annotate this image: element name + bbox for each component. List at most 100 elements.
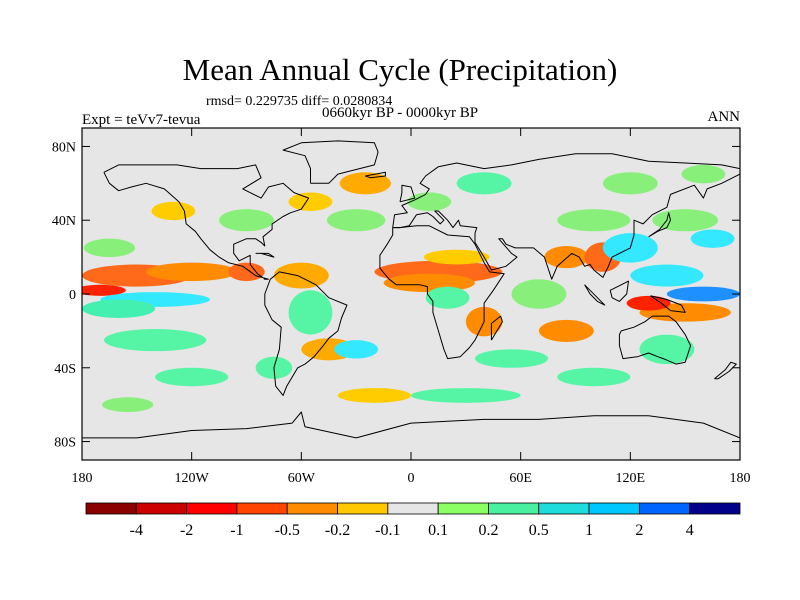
anomaly-region <box>423 249 490 265</box>
period-subtitle: 0660kyr BP - 0000kyr BP <box>322 105 479 121</box>
colorbar-label: -2 <box>180 522 193 539</box>
anomaly-region <box>538 319 594 342</box>
colorbar-swatch <box>588 502 640 515</box>
colorbar-label: 2 <box>635 522 643 539</box>
anomaly-region <box>557 367 631 387</box>
lat-tick-label: 40N <box>52 214 76 229</box>
anomaly-region <box>102 397 154 413</box>
lat-tick-label: 80S <box>54 436 76 451</box>
anomaly-region <box>228 262 265 282</box>
lon-tick-label: 120W <box>175 471 210 486</box>
anomaly-region <box>219 209 274 232</box>
anomaly-region <box>288 290 333 335</box>
colorbar-swatch <box>538 502 590 515</box>
colorbar-swatch <box>387 502 439 515</box>
anomaly-region <box>337 388 412 403</box>
lat-tick-label: 80N <box>52 140 76 155</box>
coastline <box>399 184 416 203</box>
coastline <box>103 164 310 280</box>
colorbar-swatch <box>337 502 389 515</box>
anomaly-region <box>602 172 658 195</box>
anomaly-region <box>288 192 333 211</box>
anomaly-region <box>407 192 452 211</box>
lon-tick-label: 60W <box>288 471 316 486</box>
coastline <box>365 171 386 179</box>
coastline <box>650 295 686 313</box>
anomaly-region <box>145 262 238 282</box>
lon-tick-label: 60E <box>509 471 532 486</box>
colorbar-label: -1 <box>230 522 243 539</box>
colorbar-label: -0.2 <box>325 522 350 539</box>
anomaly-region <box>83 238 136 258</box>
anomaly-region <box>326 209 386 232</box>
coastline <box>618 315 692 365</box>
anomaly-region <box>652 209 719 232</box>
anomaly-region <box>103 329 207 352</box>
anomaly-region <box>82 284 126 296</box>
chart-title: Mean Annual Cycle (Precipitation) <box>182 52 618 87</box>
colorbar-swatch <box>186 502 238 515</box>
anomaly-region <box>681 164 726 184</box>
colorbar-label: -0.1 <box>375 522 400 539</box>
anomaly-region <box>82 299 156 318</box>
coastline <box>82 411 740 439</box>
coastline-layer <box>82 140 740 439</box>
coastline <box>648 212 671 238</box>
stats-subtitle: rmsd= 0.229735 diff= 0.0280834 <box>206 94 393 109</box>
coastline <box>392 153 740 280</box>
lon-tick-label: 120E <box>616 471 646 486</box>
anomaly-region <box>411 388 521 403</box>
colorbar-label: 0.5 <box>529 522 549 539</box>
anomaly-region <box>639 334 695 365</box>
coastline <box>255 252 275 258</box>
colorbar-swatch <box>488 502 540 515</box>
colorbar-label: 4 <box>686 522 694 539</box>
anomaly-region <box>511 279 567 309</box>
colorbar-swatch <box>85 502 137 515</box>
anomaly-region <box>339 172 391 195</box>
lat-tick-label: 0 <box>69 288 76 303</box>
colorbar-swatch <box>286 502 338 515</box>
colorbar-swatch <box>135 502 188 515</box>
colorbar-label: -0.5 <box>275 522 300 539</box>
anomaly-region <box>456 172 512 195</box>
anomaly-region <box>557 209 631 232</box>
precipitation-anomaly-layer <box>82 164 740 413</box>
latitude-axis: 80N 40N 0 40S 80S <box>52 140 740 451</box>
colorbar-label: -4 <box>130 522 143 539</box>
anomaly-region <box>666 286 740 302</box>
coastline <box>282 140 379 184</box>
coastline <box>714 361 737 380</box>
anomaly-region <box>425 286 470 309</box>
anomaly-region <box>474 349 549 368</box>
coastline <box>379 225 505 360</box>
coastline <box>609 280 629 302</box>
season-label: ANN <box>707 109 741 125</box>
anomaly-region <box>626 295 671 311</box>
colorbar-swatch <box>236 502 288 515</box>
longitude-axis: 180 120W 60W 0 60E 120E 180 <box>72 128 751 486</box>
anomaly-region <box>690 229 735 248</box>
anomaly-region <box>544 246 589 269</box>
anomaly-region <box>334 340 379 359</box>
anomaly-region <box>155 367 229 387</box>
colorbar-swatch <box>638 502 691 515</box>
colorbar-swatch <box>689 502 741 515</box>
colorbar: -4 -2 -1 -0.5 -0.2 -0.1 0.1 0.2 0.5 1 2 4 <box>85 502 741 539</box>
lon-tick-label: 180 <box>730 471 751 486</box>
colorbar-label: 0.2 <box>478 522 498 539</box>
experiment-label: Expt = teVv7-tevua <box>82 112 201 128</box>
lon-tick-label: 180 <box>72 471 93 486</box>
colorbar-label: 0.1 <box>428 522 448 539</box>
anomaly-region <box>630 264 704 287</box>
colorbar-swatch <box>437 502 489 515</box>
coastline <box>584 284 606 306</box>
coastline <box>264 271 348 396</box>
colorbar-label: 1 <box>585 522 593 539</box>
anomaly-region <box>273 262 329 289</box>
anomaly-region <box>151 201 196 221</box>
lon-tick-label: 0 <box>408 471 415 486</box>
lat-tick-label: 40S <box>54 362 76 377</box>
coastline <box>490 315 503 341</box>
